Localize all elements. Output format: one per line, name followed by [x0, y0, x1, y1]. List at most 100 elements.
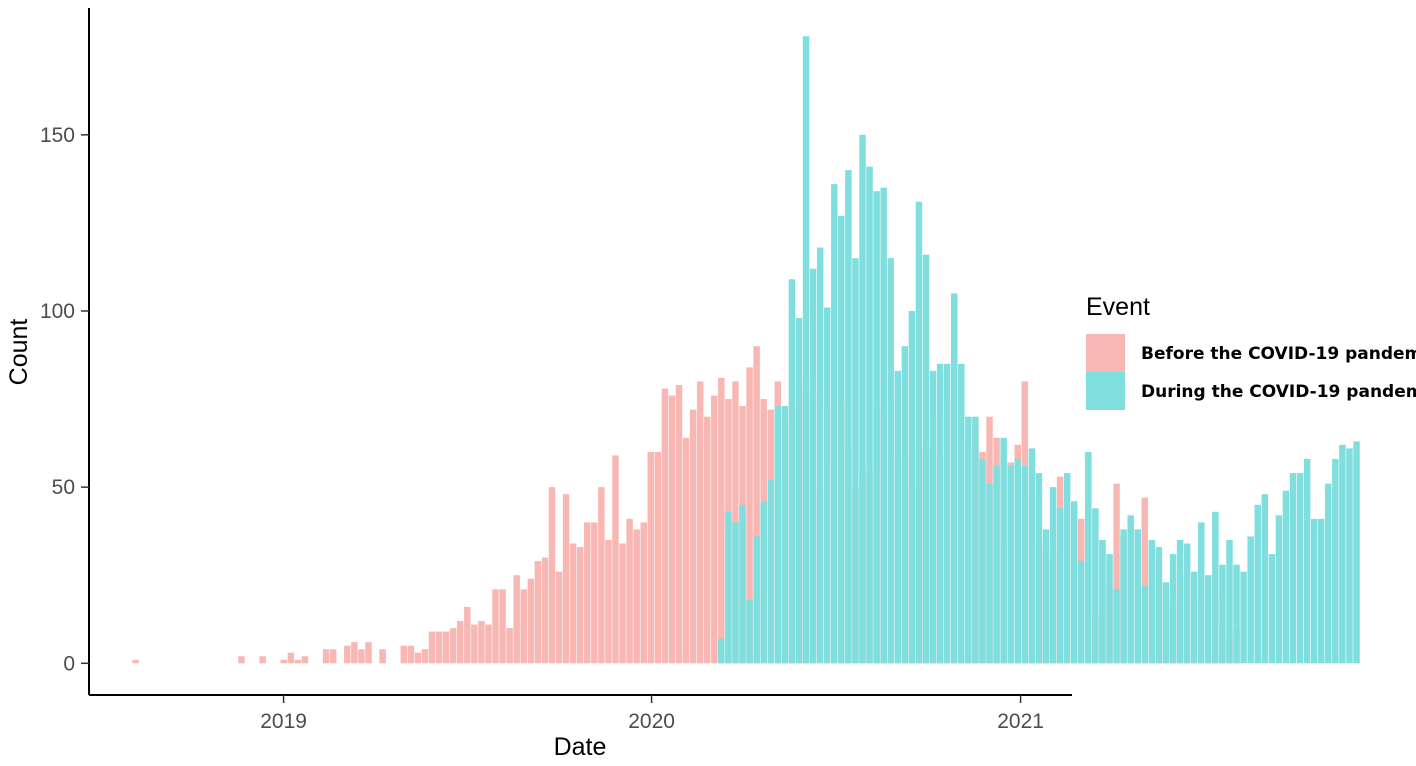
bar [555, 571, 563, 664]
bar [887, 258, 894, 664]
bar [696, 381, 704, 664]
bar [1198, 522, 1205, 664]
bar [936, 363, 944, 664]
bar [958, 363, 965, 664]
bar [428, 631, 436, 664]
bar [725, 511, 732, 664]
bar [569, 543, 577, 664]
bar [654, 451, 662, 664]
bar [1346, 448, 1353, 664]
bar [1070, 501, 1078, 664]
bar [1063, 473, 1071, 664]
bar [1176, 539, 1184, 664]
bar [718, 638, 725, 664]
bar [675, 384, 683, 664]
bar [1353, 441, 1360, 664]
x-tick-label: 2019 [260, 710, 307, 733]
y-tick-label: 100 [40, 300, 75, 323]
bar [1289, 473, 1297, 664]
bar [1056, 508, 1064, 664]
bar [1310, 518, 1318, 664]
bar [1169, 554, 1177, 664]
bar [442, 631, 450, 664]
bar [379, 649, 386, 664]
bar [1155, 547, 1163, 664]
bar [661, 388, 669, 664]
bar [788, 279, 796, 664]
bar [1233, 564, 1240, 664]
bar [1303, 458, 1311, 664]
bar [351, 642, 358, 664]
bar [746, 367, 753, 664]
bar [1099, 539, 1106, 664]
bar [1261, 494, 1268, 664]
bar [915, 201, 923, 664]
bar [492, 589, 499, 664]
bar [739, 504, 746, 664]
bar [753, 346, 760, 664]
bar [704, 416, 711, 664]
bar [1240, 571, 1247, 664]
legend-swatch-before [1086, 334, 1125, 372]
bar [986, 483, 993, 664]
y-ticks: 0 50 100 150 [40, 124, 89, 675]
bar [414, 652, 422, 664]
bar [1106, 554, 1113, 664]
bar [951, 293, 958, 664]
bar [598, 487, 605, 664]
bar [1219, 564, 1226, 664]
bar [400, 645, 407, 664]
bar [965, 416, 972, 664]
bar [612, 455, 619, 664]
bar [506, 628, 513, 664]
bar [1212, 511, 1219, 664]
bar [1127, 515, 1134, 664]
bar [1042, 529, 1050, 664]
bar [1049, 487, 1057, 664]
bar [1190, 571, 1198, 664]
bar [344, 645, 351, 664]
bar [972, 416, 979, 664]
bar [760, 501, 767, 664]
bar [1318, 518, 1325, 664]
bar [711, 395, 718, 664]
bar [1014, 458, 1021, 664]
bar [1282, 490, 1290, 664]
bar [809, 268, 817, 664]
legend-swatch-during [1086, 372, 1125, 410]
bar [534, 561, 542, 664]
bar [287, 652, 295, 664]
bar [1085, 451, 1092, 664]
bar [548, 487, 556, 664]
x-tick-label: 2021 [997, 710, 1044, 733]
bar [1339, 444, 1346, 664]
bar [929, 370, 937, 664]
bar [1332, 458, 1339, 664]
bar [1226, 539, 1233, 664]
bar [478, 621, 485, 664]
bar [499, 589, 506, 664]
legend-title: Event [1086, 293, 1150, 321]
bar [993, 466, 1000, 664]
bar [1162, 582, 1170, 664]
bar [1205, 575, 1212, 664]
bar [1148, 539, 1156, 664]
bar [1000, 437, 1007, 664]
bar-series-during [718, 36, 1360, 664]
bar [471, 624, 478, 664]
bar [1254, 504, 1261, 664]
bar [774, 406, 782, 664]
bar [802, 36, 810, 664]
bar [668, 395, 676, 664]
bar [831, 184, 838, 664]
bar [1007, 466, 1014, 664]
x-axis-title: Date [554, 733, 607, 761]
bar [823, 307, 831, 664]
bar [449, 628, 457, 664]
bar [464, 606, 471, 664]
bar [329, 649, 337, 664]
bar [852, 258, 859, 664]
bar [576, 547, 584, 664]
bar [746, 599, 753, 664]
